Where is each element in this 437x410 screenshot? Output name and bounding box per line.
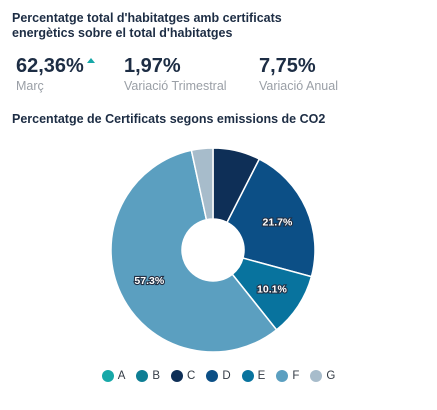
legend-item-d[interactable]: D [206,370,231,382]
kpi-quarterly-value: 1,97% [124,55,181,77]
pie-slice-g[interactable] [190,147,214,221]
legend-item-b[interactable]: B [136,370,160,382]
legend-swatch [171,370,184,382]
pie-slice-d[interactable] [226,158,316,278]
legend-label: E [257,370,266,382]
kpi-annual: 7,75% Variació Anual [259,55,338,93]
slice-label-f: 57.3% [134,275,164,287]
kpi-annual-label: Variació Anual [259,79,338,93]
legend-swatch [101,370,114,382]
page-title: Percentatge total d'habitatges amb certi… [12,11,282,40]
legend-item-f[interactable]: F [276,370,299,382]
pie-slice-f[interactable] [110,149,278,353]
slice-label-e: 10.1% [257,284,287,296]
kpi-quarterly: 1,97% Variació Trimestral [124,55,227,93]
legend-item-a[interactable]: A [101,370,126,382]
legend-swatch [206,370,219,382]
legend-swatch [276,370,289,382]
legend-label: C [187,370,196,382]
chart-legend: A B C D E F G [0,370,437,382]
legend-label: F [292,370,300,382]
legend-label: G [326,370,336,382]
chart-title: Percentatge de Certificats segons emissi… [12,112,326,126]
legend-swatch [136,370,149,382]
kpi-annual-value: 7,75% [259,55,316,77]
legend-swatch [241,370,254,382]
kpi-current-value: 62,36% [16,55,84,77]
legend-item-c[interactable]: C [171,370,195,382]
kpi-quarterly-label: Variació Trimestral [124,79,227,93]
legend-label: B [152,370,161,382]
kpi-current-label: Març [16,79,44,93]
kpi-current: 62,36% Març [16,55,95,93]
legend-swatch [310,370,323,382]
legend-label: A [117,370,126,382]
legend-item-g[interactable]: G [310,370,335,382]
legend-item-e[interactable]: E [241,370,266,382]
slice-label-d: 21.7% [263,216,293,228]
arrow-up-icon [86,58,95,64]
legend-label: D [222,370,231,382]
